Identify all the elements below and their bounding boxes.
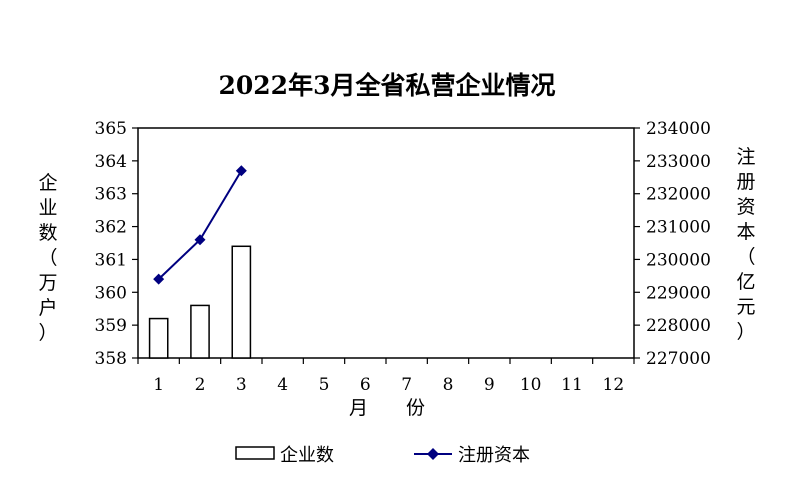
left-tick-label: 360 — [95, 283, 127, 303]
point-capital — [235, 165, 247, 177]
point-capital — [194, 234, 206, 246]
x-tick-label: 3 — [236, 375, 247, 395]
bar-enterprises — [190, 304, 210, 359]
left-axis: 358 359 360 361 362 363 364 365 — [95, 119, 138, 369]
right-tick-label: 229000 — [646, 283, 711, 303]
right-tick-label: 227000 — [646, 349, 711, 369]
chart-title: 2022年3月全省私营企业情况 — [219, 71, 556, 100]
x-tick-label: 6 — [360, 375, 371, 395]
axis-title-char: 注 — [736, 146, 755, 168]
bar-series-enterprises — [148, 245, 252, 359]
series-line-capital — [157, 170, 243, 280]
legend-label-capital: 注册资本 — [458, 445, 530, 466]
axis-title-char: ） — [736, 321, 755, 343]
x-tick-label: 7 — [401, 375, 412, 395]
axis-title-char: 册 — [736, 171, 755, 193]
x-axis: 1 2 3 4 5 6 7 8 9 10 11 12 — [137, 358, 635, 395]
left-tick-label: 365 — [95, 119, 127, 139]
right-tick-label: 231000 — [646, 218, 711, 238]
axis-title-char: 资 — [736, 196, 755, 218]
bar-enterprises — [148, 317, 169, 359]
axis-title-char: ） — [38, 322, 57, 344]
y-axis-title-left: 企业数 （ 万户 ） — [38, 172, 57, 344]
axis-title-char: 元 — [736, 296, 755, 318]
x-tick-label: 12 — [603, 375, 625, 395]
x-tick-label: 5 — [319, 375, 330, 395]
x-tick-label: 9 — [484, 375, 495, 395]
axis-title-char: 万 — [38, 272, 57, 294]
legend-swatch-capital-marker — [427, 448, 439, 460]
point-capital — [153, 273, 165, 285]
axis-title-char: （ — [736, 246, 755, 268]
right-tick-label: 233000 — [646, 152, 711, 172]
x-axis-title: 月 份 — [349, 397, 425, 419]
axis-title-char: 业 — [38, 197, 57, 219]
right-tick-label: 230000 — [646, 250, 711, 270]
axis-title-char: 数 — [38, 222, 57, 244]
left-tick-label: 361 — [95, 250, 127, 270]
right-axis: 227000 228000 229000 230000 231000 232000 2330… — [634, 119, 711, 369]
plot-area — [137, 127, 635, 359]
legend-label-enterprises: 企业数 — [280, 445, 334, 466]
left-tick-label: 358 — [95, 349, 127, 369]
left-tick-label: 359 — [95, 316, 127, 336]
left-tick-label: 362 — [95, 218, 127, 238]
legend-swatch-enterprises — [235, 446, 275, 460]
x-tick-label: 4 — [277, 375, 288, 395]
axis-title-char: （ — [38, 247, 57, 269]
left-tick-label: 364 — [95, 152, 127, 172]
y-axis-title-right: 注册资本 （ 亿元 ） — [736, 146, 755, 343]
line-series-capital — [153, 165, 247, 285]
bar-enterprises — [231, 245, 252, 359]
x-tick-label: 10 — [520, 375, 542, 395]
axis-title-char: 企 — [38, 172, 57, 194]
left-tick-label: 363 — [95, 185, 127, 205]
x-tick-label: 11 — [561, 375, 583, 395]
right-tick-label: 228000 — [646, 316, 711, 336]
x-tick-label: 1 — [153, 375, 164, 395]
axis-title-char: 户 — [38, 297, 57, 319]
axis-title-char: 亿 — [736, 271, 755, 293]
axis-title-char: 本 — [736, 221, 755, 243]
x-tick-label: 8 — [443, 375, 454, 395]
right-tick-label: 234000 — [646, 119, 711, 139]
x-tick-label: 2 — [195, 375, 206, 395]
right-tick-label: 232000 — [646, 185, 711, 205]
legend: 企业数 注册资本 — [235, 445, 530, 466]
